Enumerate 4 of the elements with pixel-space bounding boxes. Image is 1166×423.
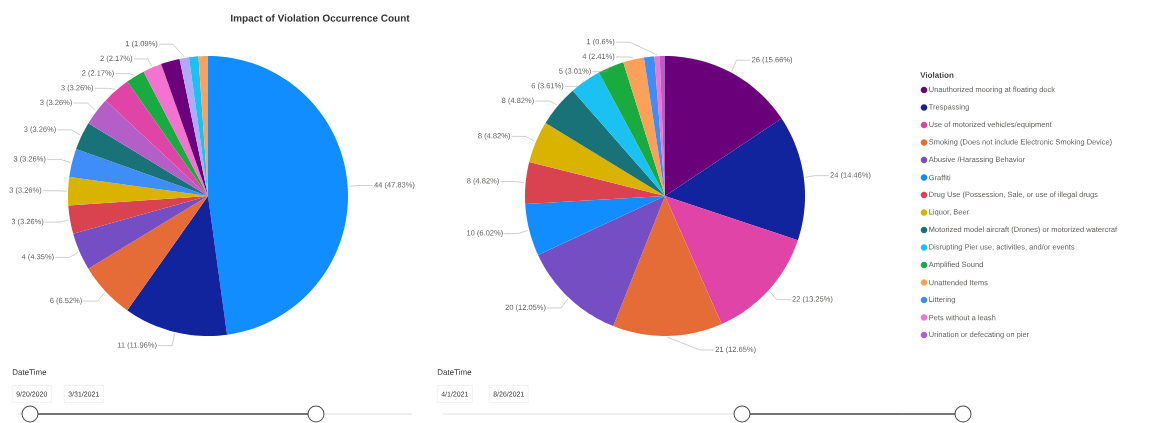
chart-title: Impact of Violation Occurrence Count [231, 14, 410, 24]
legend-title: Violation [920, 72, 954, 78]
text: DateTime [12, 369, 47, 375]
text: DateTime [437, 369, 472, 375]
